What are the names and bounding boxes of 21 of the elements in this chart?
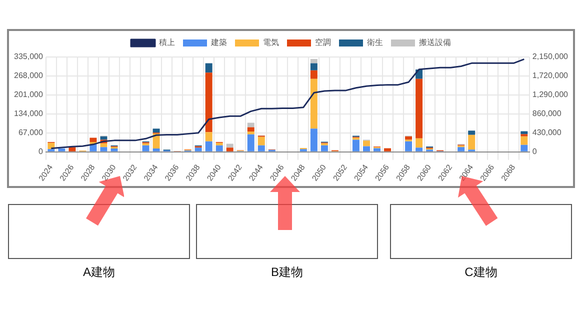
y2-tick-label: 0 [532,147,538,156]
y2-tick-label: 1,720,000 [532,71,569,80]
y2-tick-label: 2,150,000 [532,52,569,62]
legend-label: 衛生 [367,38,383,48]
y-tick-label: 67,000 [18,128,44,138]
legend-label: 電気 [263,38,279,48]
y2-tick-label: 1,290,000 [532,90,569,100]
text: B建物 [270,264,304,281]
legend-label: 空調 [315,38,331,48]
legend-label: 積上 [159,38,175,48]
y-tick-label: 335,000 [14,52,44,62]
y-tick-label: 0 [38,147,44,156]
y-tick-label: 268,000 [14,71,44,80]
text: A建物 [82,264,116,281]
y-tick-label: 201,000 [14,90,44,100]
y-tick-label: 134,000 [14,109,44,118]
text: C建物 [464,264,498,281]
legend-label: 搬送設備 [419,38,451,48]
y2-tick-label: 430,000 [532,128,562,138]
legend-label: 建築 [210,38,227,48]
y2-tick-label: 860,000 [532,109,562,118]
